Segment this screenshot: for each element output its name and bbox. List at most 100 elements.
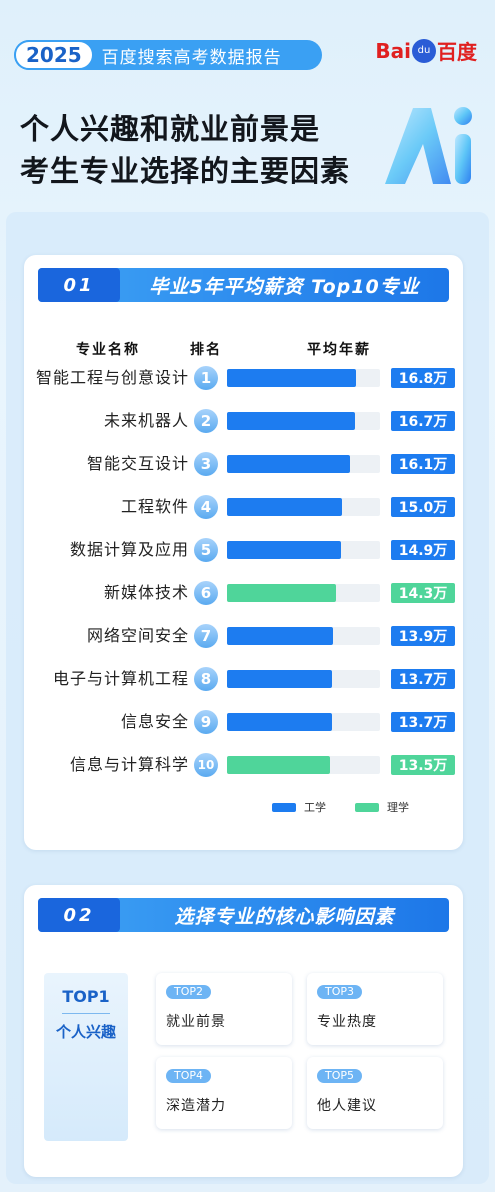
legend-item-engineering: 工学 [272,799,326,815]
rank-badge: 9 [194,710,218,734]
chart-row: 信息安全 9 13.7万 [24,707,463,737]
factor-rank-badge: TOP2 [166,985,212,999]
rank-badge: 4 [194,495,218,519]
paw-icon: du [412,38,436,63]
major-name-label: 新媒体技术 [103,583,189,602]
chart-row: 工程软件 4 15.0万 [24,492,463,522]
factor-label: 他人建议 [317,1098,377,1114]
rank-badge: 10 [194,753,218,777]
report-title: 百度搜索高考数据报告 [101,47,282,68]
salary-bar [227,455,350,473]
rank-badge: 3 [194,452,218,476]
column-header-name: 专业名称 [76,342,140,358]
chart-title: 毕业5年平均薪资 Top10专业 [149,275,420,298]
bar-track [227,369,380,387]
section-number: 02 [38,898,120,932]
chart-row: 网络空间安全 7 13.9万 [24,621,463,651]
factor-top3: TOP3 专业热度 [307,973,443,1045]
top1-label: 个人兴趣 [55,1023,116,1041]
chart-row: 智能工程与创意设计 1 16.8万 [24,363,463,393]
chart-row: 新媒体技术 6 14.3万 [24,578,463,608]
salary-bar [227,369,356,387]
rank-badge: 6 [194,581,218,605]
factor-top2: TOP2 就业前景 [156,973,292,1045]
salary-bar [227,541,341,559]
rank-badge: 2 [194,409,218,433]
bar-track [227,412,380,430]
legend-item-science: 理学 [355,799,409,815]
rank-badge: 5 [194,538,218,562]
section-1-header: 01 毕业5年平均薪资 Top10专业 [38,268,449,302]
rank-badge: 7 [194,624,218,648]
bar-track [227,541,380,559]
legend-label: 工学 [304,801,326,814]
column-header-salary: 平均年薪 [307,342,371,358]
salary-chart-card: 01 毕业5年平均薪资 Top10专业 专业名称 排名 平均年薪 智能工程与创意… [24,255,463,850]
chart-row: 未来机器人 2 16.7万 [24,406,463,436]
bar-track [227,498,380,516]
bar-track [227,713,380,731]
salary-value-label: 14.9万 [391,540,455,560]
factor-label: 深造潜力 [166,1098,226,1114]
ai-logo-icon [385,107,472,184]
salary-value-label: 13.9万 [391,626,455,646]
factor-top5: TOP5 他人建议 [307,1057,443,1129]
section-2-header: 02 选择专业的核心影响因素 [38,898,449,932]
major-name-label: 信息安全 [120,712,189,731]
salary-value-label: 16.1万 [391,454,455,474]
bar-track [227,584,380,602]
headline-line-2: 考生专业选择的主要因素 [20,154,351,188]
top1-factor: TOP1 个人兴趣 [44,973,128,1141]
salary-value-label: 14.3万 [391,583,455,603]
headline-line-1: 个人兴趣和就业前景是 [20,112,321,146]
page-headline: 个人兴趣和就业前景是 考生专业选择的主要因素 [20,108,350,192]
salary-bar [227,498,342,516]
bar-track [227,756,380,774]
factors-card: 02 选择专业的核心影响因素 TOP1 个人兴趣 TOP2 就业前景 TOP3 … [24,885,463,1177]
salary-bar [227,756,330,774]
chart-row: 数据计算及应用 5 14.9万 [24,535,463,565]
salary-bar [227,412,355,430]
legend-label: 理学 [387,801,409,814]
chart-row: 电子与计算机工程 8 13.7万 [24,664,463,694]
divider [62,1013,110,1014]
bar-track [227,455,380,473]
salary-value-label: 16.8万 [391,368,455,388]
report-title-pill: 2025 百度搜索高考数据报告 [14,40,322,70]
salary-value-label: 13.5万 [391,755,455,775]
salary-bar [227,584,336,602]
logo-text-baidu: 百度 [437,40,477,64]
major-name-label: 信息与计算科学 [69,755,189,774]
top1-tag: TOP1 [62,987,110,1006]
factor-rank-badge: TOP5 [317,1069,363,1083]
section-number: 01 [38,268,120,302]
logo-text-bai: Bai [375,38,411,63]
factor-rank-badge: TOP3 [317,985,363,999]
factor-label: 专业热度 [317,1014,377,1030]
report-year: 2025 [14,40,94,70]
chart-row: 智能交互设计 3 16.1万 [24,449,463,479]
legend-swatch [355,802,379,812]
salary-value-label: 13.7万 [391,669,455,689]
major-name-label: 网络空间安全 [86,626,189,645]
major-name-label: 智能交互设计 [86,454,189,473]
section-title: 选择专业的核心影响因素 [174,905,395,928]
bar-track [227,670,380,688]
major-name-label: 电子与计算机工程 [52,669,189,688]
salary-value-label: 15.0万 [391,497,455,517]
factor-rank-badge: TOP4 [166,1069,212,1083]
baidu-logo: Bai du 百度 [375,36,477,65]
major-name-label: 智能工程与创意设计 [35,368,189,387]
legend-swatch [272,802,296,812]
factor-label: 就业前景 [166,1014,226,1030]
salary-bar [227,670,332,688]
factor-top4: TOP4 深造潜力 [156,1057,292,1129]
rank-badge: 1 [194,366,218,390]
rank-badge: 8 [194,667,218,691]
salary-bar [227,713,332,731]
salary-value-label: 13.7万 [391,712,455,732]
chart-row: 信息与计算科学 10 13.5万 [24,750,463,780]
salary-bar [227,627,333,645]
major-name-label: 数据计算及应用 [69,540,189,559]
salary-value-label: 16.7万 [391,411,455,431]
